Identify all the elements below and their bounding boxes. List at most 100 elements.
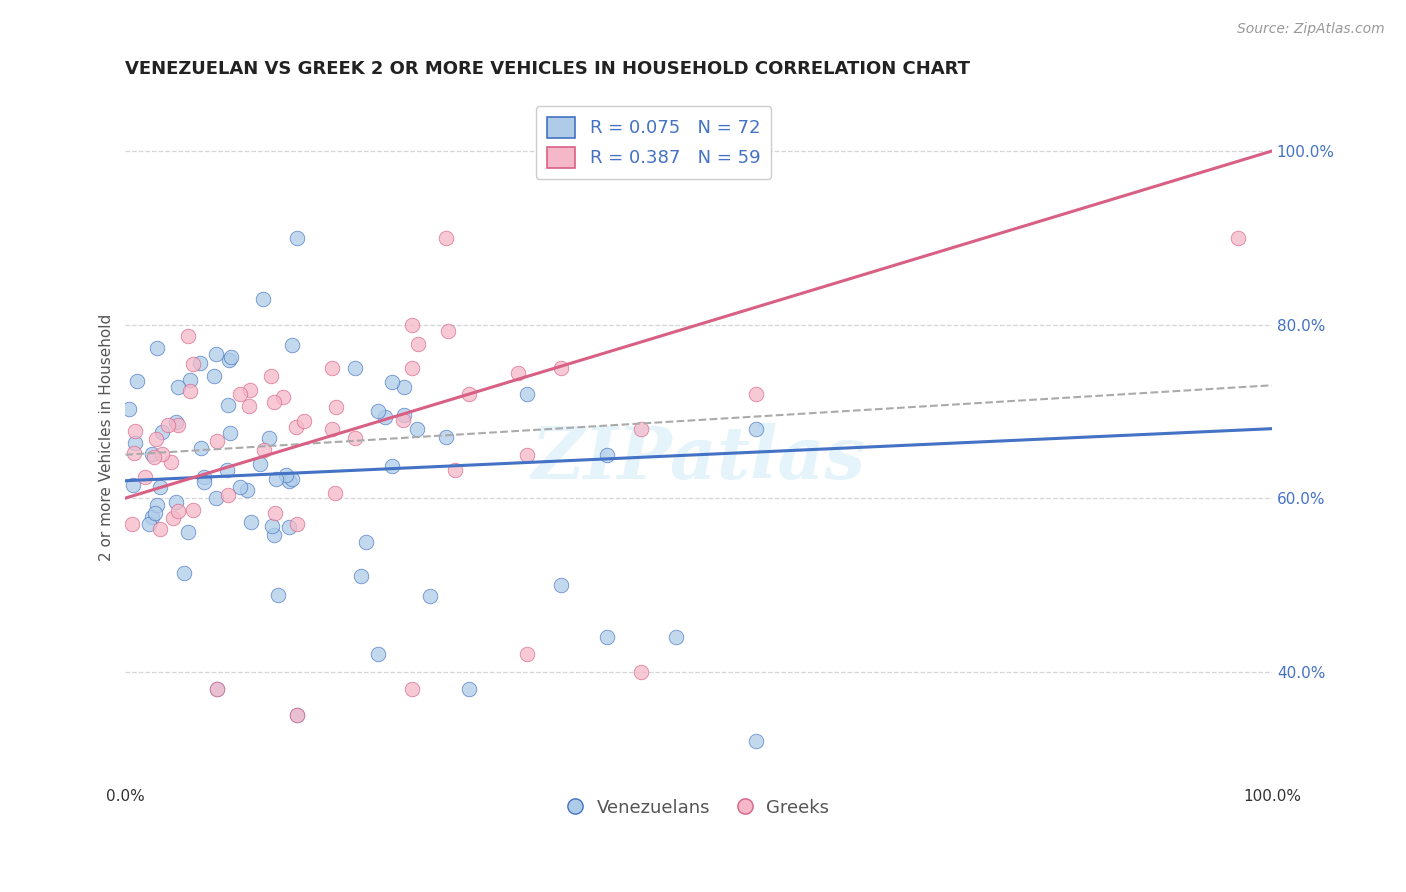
Point xyxy=(436,231,458,245)
Point xyxy=(354,534,377,549)
Point xyxy=(264,506,287,520)
Point xyxy=(516,387,538,401)
Point xyxy=(374,410,396,425)
Point xyxy=(263,527,285,541)
Point xyxy=(550,360,572,375)
Point xyxy=(190,441,212,455)
Point xyxy=(401,681,423,696)
Point xyxy=(285,517,308,532)
Point xyxy=(157,417,180,432)
Text: VENEZUELAN VS GREEK 2 OR MORE VEHICLES IN HOUSEHOLD CORRELATION CHART: VENEZUELAN VS GREEK 2 OR MORE VEHICLES I… xyxy=(125,60,970,78)
Point xyxy=(176,329,198,343)
Point xyxy=(229,481,252,495)
Point xyxy=(205,491,228,506)
Point xyxy=(285,420,308,434)
Point xyxy=(165,415,187,429)
Point xyxy=(181,503,204,517)
Point xyxy=(381,375,404,389)
Point xyxy=(218,353,240,368)
Point xyxy=(350,569,373,583)
Point xyxy=(205,681,228,696)
Point xyxy=(436,430,458,444)
Point xyxy=(280,337,302,351)
Point xyxy=(141,447,163,461)
Point xyxy=(437,324,460,338)
Point xyxy=(405,422,427,436)
Point xyxy=(458,387,481,401)
Point xyxy=(150,447,173,461)
Point xyxy=(217,463,239,477)
Point xyxy=(596,448,619,462)
Point xyxy=(278,474,301,488)
Point xyxy=(391,413,413,427)
Point xyxy=(145,498,167,512)
Point xyxy=(160,455,183,469)
Point xyxy=(229,387,252,401)
Text: Source: ZipAtlas.com: Source: ZipAtlas.com xyxy=(1237,22,1385,37)
Point xyxy=(325,400,347,414)
Point xyxy=(183,357,205,371)
Point xyxy=(271,390,294,404)
Point xyxy=(392,408,415,422)
Point xyxy=(122,446,145,460)
Point xyxy=(665,630,688,644)
Point xyxy=(166,380,188,394)
Point xyxy=(506,366,529,380)
Point xyxy=(125,375,148,389)
Point xyxy=(381,458,404,473)
Point xyxy=(281,472,304,486)
Point xyxy=(118,402,141,417)
Point xyxy=(193,475,215,490)
Point xyxy=(121,517,143,532)
Point xyxy=(292,414,315,428)
Point xyxy=(219,426,242,441)
Point xyxy=(177,525,200,540)
Point xyxy=(630,422,652,436)
Point xyxy=(124,435,146,450)
Point xyxy=(238,400,260,414)
Point xyxy=(287,708,309,723)
Point xyxy=(321,360,343,375)
Point xyxy=(1226,231,1249,245)
Point xyxy=(150,425,173,440)
Point xyxy=(260,369,283,384)
Point xyxy=(516,448,538,462)
Point xyxy=(138,516,160,531)
Point xyxy=(188,356,211,370)
Point xyxy=(166,417,188,432)
Legend: Venezuelans, Greeks: Venezuelans, Greeks xyxy=(561,791,837,824)
Point xyxy=(143,450,166,464)
Point xyxy=(287,708,309,723)
Point xyxy=(745,422,768,436)
Point xyxy=(260,519,283,533)
Point xyxy=(596,630,619,644)
Point xyxy=(406,337,429,351)
Point xyxy=(149,522,172,536)
Point xyxy=(367,647,389,661)
Point xyxy=(458,681,481,696)
Point xyxy=(179,373,201,387)
Point xyxy=(257,431,280,445)
Point xyxy=(367,404,389,418)
Point xyxy=(745,734,768,748)
Point xyxy=(343,360,366,375)
Point xyxy=(162,510,184,524)
Point xyxy=(236,483,259,497)
Point xyxy=(173,566,195,581)
Point xyxy=(264,472,287,486)
Point xyxy=(745,387,768,401)
Point xyxy=(392,379,415,393)
Point xyxy=(204,347,226,361)
Point xyxy=(266,588,288,602)
Point xyxy=(179,384,201,398)
Point xyxy=(239,383,262,397)
Point xyxy=(217,398,239,412)
Point xyxy=(444,462,467,476)
Point xyxy=(630,665,652,679)
Point xyxy=(343,431,366,445)
Point xyxy=(401,318,423,332)
Point xyxy=(193,469,215,483)
Point xyxy=(146,341,169,355)
Point xyxy=(217,488,239,502)
Text: ZIPatlas: ZIPatlas xyxy=(531,423,866,493)
